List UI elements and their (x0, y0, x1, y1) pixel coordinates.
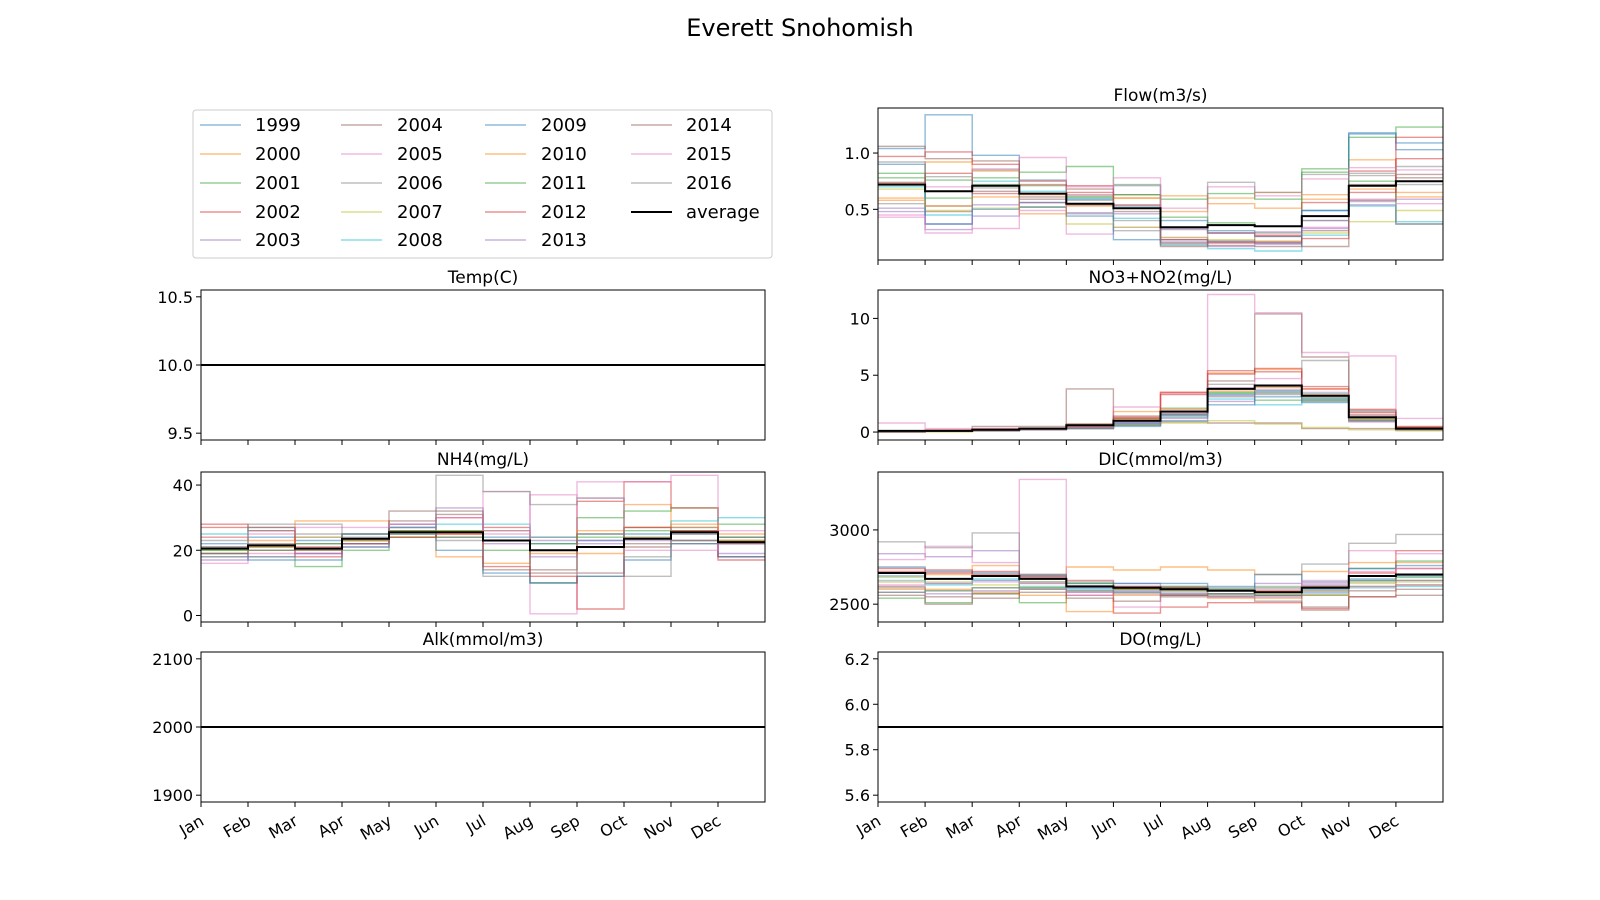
temp-ytick-label: 10.0 (157, 356, 193, 375)
legend-label-2008: 2008 (397, 230, 443, 251)
legend-label-2005: 2005 (397, 144, 443, 165)
temp-panel: Temp(C) 9.5 10.0 10.5 (157, 268, 766, 445)
nh4-ytick-label: 40 (173, 476, 193, 495)
do-xtick-label-jan: Jan (852, 811, 884, 840)
legend-label-2007: 2007 (397, 202, 443, 223)
flow-series-average (878, 180, 1443, 229)
legend-label-2009: 2009 (541, 115, 587, 136)
dic-series-2014 (878, 591, 1443, 611)
alk-xtick-label-mar: Mar (265, 811, 301, 843)
no3-series-average (878, 384, 1443, 432)
alk-panel: Alk(mmol/m3) 1900 2000 2100 Jan Feb Mar Apr May J… (152, 630, 766, 844)
do-xtick-label-dec: Dec (1366, 811, 1402, 843)
nh4-series-2016 (201, 474, 765, 577)
flow-ytick-label: 1.0 (845, 144, 870, 163)
nh4-title: NH4(mg/L) (437, 450, 529, 470)
do-xtick-label-oct: Oct (1274, 811, 1307, 841)
do-xtick-label-apr: Apr (992, 811, 1026, 842)
flow-ytick-label: 0.5 (845, 200, 870, 219)
do-xtick-label-jul: Jul (1139, 811, 1166, 838)
alk-xtick-label-jan: Jan (175, 811, 207, 840)
do-ytick-label: 6.0 (845, 695, 870, 714)
alk-ytick-label: 1900 (152, 786, 193, 805)
do-ytick-label: 5.8 (845, 741, 870, 760)
no3-ytick-label: 10 (850, 309, 870, 328)
legend-label-1999: 1999 (255, 115, 301, 136)
legend-label-average: average (686, 202, 760, 223)
flow-series-2015 (878, 167, 1443, 234)
nh4-series-average (201, 531, 765, 552)
alk-xtick-label-nov: Nov (640, 811, 677, 843)
nh4-series-2015 (201, 494, 765, 551)
legend-label-2006: 2006 (397, 173, 443, 194)
legend-box (192, 109, 773, 259)
legend-label-2016: 2016 (686, 173, 732, 194)
legend-label-2015: 2015 (686, 144, 732, 165)
alk-xtick-label-jul: Jul (462, 811, 489, 838)
no3-ytick-label: 0 (860, 423, 870, 442)
legend-label-2002: 2002 (255, 202, 301, 223)
no3-title: NO3+NO2(mg/L) (1089, 268, 1233, 288)
dic-panel: DIC(mmol/m3) 2500 3000 (829, 450, 1444, 627)
dic-series-2000 (878, 561, 1443, 589)
do-xtick-label-feb: Feb (897, 811, 931, 842)
alk-ytick-label: 2100 (152, 650, 193, 669)
alk-title: Alk(mmol/m3) (423, 630, 544, 650)
temp-title: Temp(C) (447, 268, 518, 288)
nh4-ytick-label: 0 (183, 606, 193, 625)
dic-series-average (878, 572, 1443, 594)
legend: 1999 2000 2001 2002 2003 2004 2005 2006 2007 2008… (192, 109, 773, 259)
nh4-series-group (201, 474, 765, 615)
alk-xtick-label-may: May (357, 811, 395, 844)
do-title: DO(mg/L) (1119, 630, 1201, 650)
temp-ytick-label: 10.5 (157, 288, 193, 307)
flow-series-2014 (878, 145, 1443, 248)
do-xtick-label-mar: Mar (943, 811, 979, 843)
do-xtick-label-nov: Nov (1318, 811, 1355, 843)
flow-series-group (878, 114, 1443, 252)
legend-label-2010: 2010 (541, 144, 587, 165)
dic-series-group (878, 478, 1443, 614)
legend-label-2001: 2001 (255, 173, 301, 194)
nh4-panel: NH4(mg/L) 0 20 40 (173, 450, 766, 627)
legend-label-2011: 2011 (541, 173, 587, 194)
alk-xtick-label-feb: Feb (220, 811, 254, 842)
no3-ytick-label: 5 (860, 366, 870, 385)
do-ytick-label: 5.6 (845, 786, 870, 805)
alk-xtick-label-apr: Apr (315, 811, 349, 842)
dic-ytick-label: 3000 (829, 521, 870, 540)
no3-series-group (878, 293, 1443, 433)
legend-label-2004: 2004 (397, 115, 443, 136)
dic-title: DIC(mmol/m3) (1098, 450, 1223, 470)
do-xtick-label-aug: Aug (1177, 811, 1214, 843)
flow-panel: Flow(m3/s) 0.5 1.0 (845, 86, 1444, 265)
alk-xtick-label-oct: Oct (597, 811, 630, 841)
alk-xtick-label-dec: Dec (688, 811, 724, 843)
no3-series-2005 (878, 293, 1443, 430)
dic-ytick-label: 2500 (829, 595, 870, 614)
nh4-series-2012 (201, 526, 765, 610)
legend-label-2013: 2013 (541, 230, 587, 251)
do-panel: DO(mg/L) 5.6 5.8 6.0 6.2 Jan Feb Mar Apr May Jun Ju… (845, 630, 1444, 844)
alk-xtick-label-jun: Jun (410, 811, 442, 840)
flow-series-2016 (878, 161, 1443, 245)
flow-title: Flow(m3/s) (1113, 86, 1207, 106)
no3-panel: NO3+NO2(mg/L) 0 5 10 (850, 268, 1444, 445)
do-xtick-label-jun: Jun (1087, 811, 1119, 840)
legend-label-2014: 2014 (686, 115, 732, 136)
figure-title: Everett Snohomish (686, 14, 913, 42)
alk-ytick-label: 2000 (152, 718, 193, 737)
legend-label-2012: 2012 (541, 202, 587, 223)
alk-xtick-label-aug: Aug (499, 811, 536, 843)
do-xtick-label-sep: Sep (1225, 811, 1261, 843)
do-xtick-label-may: May (1034, 811, 1072, 844)
temp-ytick-label: 9.5 (168, 424, 193, 443)
alk-xtick-label-sep: Sep (547, 811, 583, 843)
do-ytick-label: 6.2 (845, 650, 870, 669)
legend-label-2003: 2003 (255, 230, 301, 251)
legend-label-2000: 2000 (255, 144, 301, 165)
nh4-ytick-label: 20 (173, 541, 193, 560)
